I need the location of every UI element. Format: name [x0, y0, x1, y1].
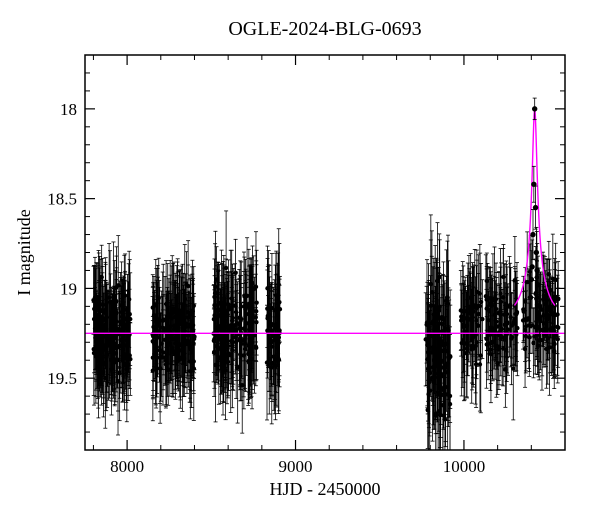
y-axis-label: I magnitude — [14, 209, 34, 295]
y-tick-label: 18 — [60, 100, 77, 119]
x-tick-label: 10000 — [443, 457, 486, 476]
y-tick-label: 19.5 — [47, 369, 77, 388]
chart-title: OGLE-2024-BLG-0693 — [228, 18, 421, 40]
x-tick-label: 8000 — [110, 457, 144, 476]
y-tick-label: 18.5 — [47, 190, 77, 209]
y-tick-label: 19 — [60, 279, 77, 298]
x-axis-label: HJD - 2450000 — [270, 479, 381, 499]
x-tick-label: 9000 — [279, 457, 313, 476]
lightcurve-chart: OGLE-2024-BLG-0693 8000 9000 10000 18 18.5 19 1… — [0, 0, 600, 512]
chart-svg: OGLE-2024-BLG-0693 8000 9000 10000 18 18.5 19 1… — [0, 0, 600, 512]
